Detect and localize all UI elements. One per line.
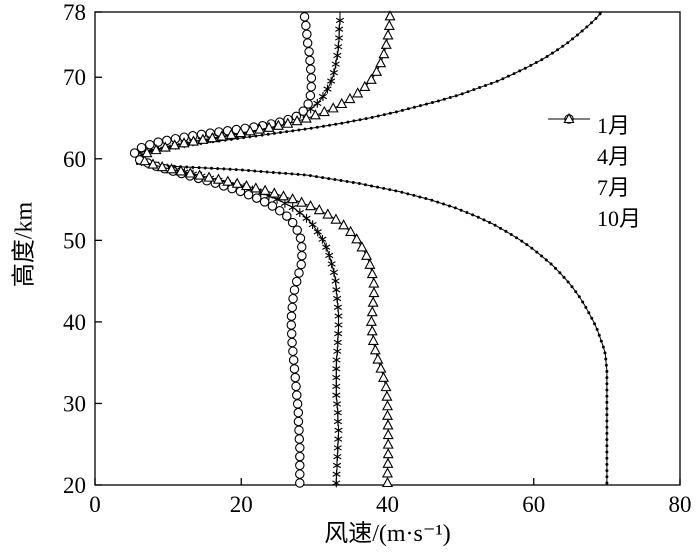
x-tick-label: 20 bbox=[230, 492, 253, 517]
y-tick-label: 20 bbox=[63, 473, 86, 498]
x-tick-label: 60 bbox=[522, 492, 545, 517]
legend-label-apr: 4月 bbox=[597, 143, 631, 169]
legend-marker-oct-icon bbox=[548, 112, 590, 124]
legend-item-jul: 7月 bbox=[546, 114, 641, 203]
x-axis: 0 20 40 60 80 bbox=[89, 478, 692, 517]
y-tick-label: 78 bbox=[63, 0, 86, 25]
legend-marker-apr-container bbox=[546, 114, 592, 166]
y-tick-label: 70 bbox=[63, 65, 86, 90]
x-tick-label: 40 bbox=[376, 492, 399, 517]
y-axis: 20 30 40 50 60 70 78 bbox=[63, 0, 102, 498]
y-axis-title: 高度/km bbox=[11, 201, 38, 288]
series-oct bbox=[139, 10, 396, 488]
x-tick-label: 80 bbox=[669, 492, 692, 517]
y-tick-label: 30 bbox=[63, 391, 86, 416]
series-jan bbox=[135, 11, 609, 485]
series-markers-jul bbox=[129, 12, 317, 488]
series-jul bbox=[129, 11, 317, 488]
y-tick-label: 60 bbox=[63, 147, 86, 172]
y-tick-label: 40 bbox=[63, 310, 86, 335]
series-markers-oct bbox=[139, 10, 396, 488]
series-line-oct bbox=[144, 11, 391, 485]
legend: 1月 4月 7月 10月 bbox=[546, 110, 641, 234]
legend-label-jan: 1月 bbox=[597, 112, 631, 138]
legend-label-jul: 7月 bbox=[597, 174, 631, 200]
series-markers-jan bbox=[135, 12, 609, 485]
legend-label-oct: 10月 bbox=[597, 205, 642, 231]
legend-item-oct: 10月 bbox=[546, 112, 642, 234]
series-line-jul bbox=[133, 11, 312, 485]
x-tick-label: 0 bbox=[89, 492, 101, 517]
legend-marker-jul-container bbox=[546, 114, 592, 197]
x-axis-title: 风速/(m·s⁻¹) bbox=[324, 521, 451, 547]
legend-item-apr: 4月 bbox=[546, 114, 641, 172]
y-tick-label: 50 bbox=[63, 228, 86, 253]
legend-marker-oct-container bbox=[546, 112, 592, 228]
